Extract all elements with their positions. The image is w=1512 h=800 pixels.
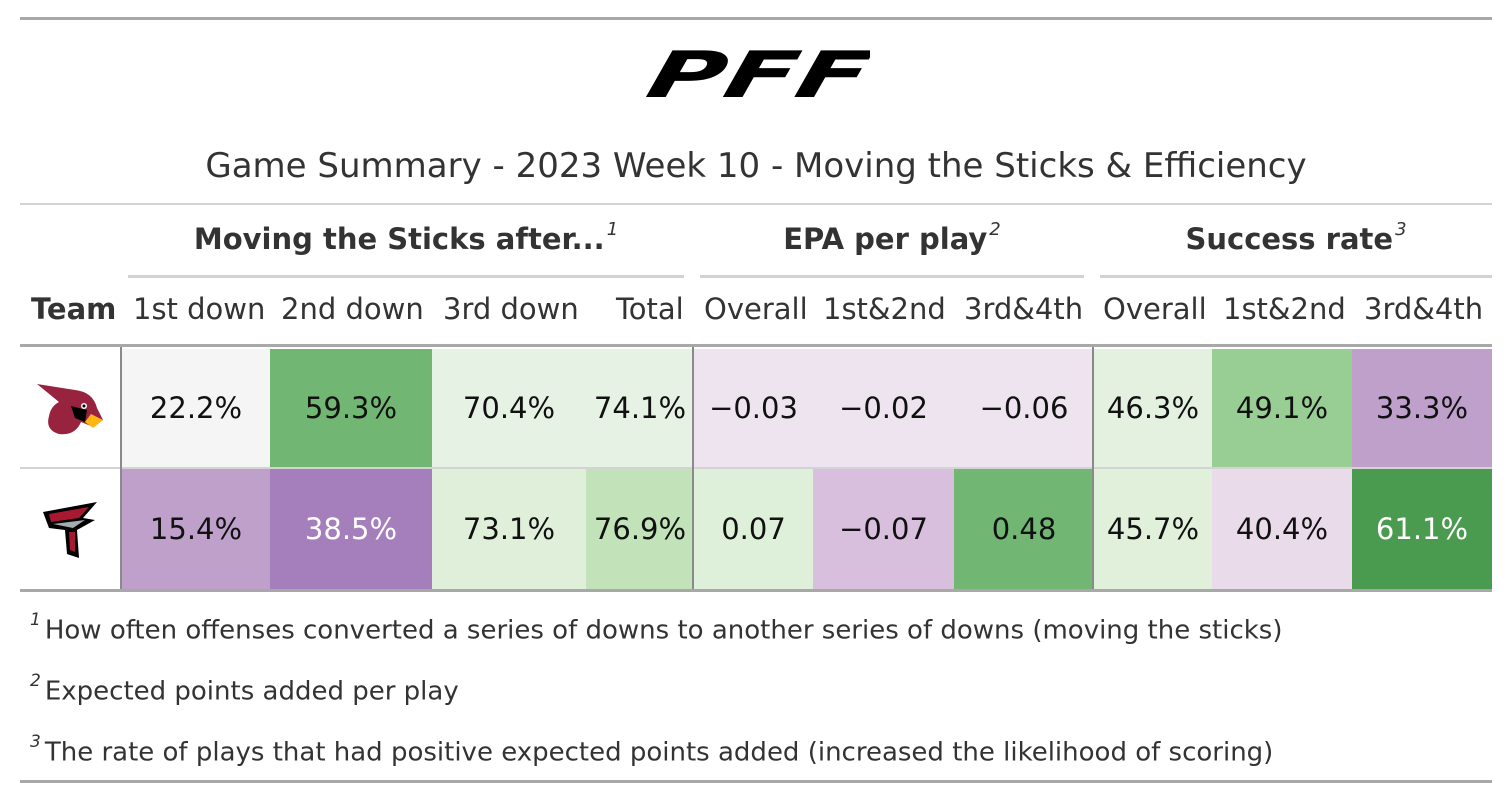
row-separator [20,467,1492,469]
table-cell-2nd-down: 59.3% [270,349,432,467]
body-bottom-rule [20,589,1492,592]
table-cell-sr-1st-2nd: 40.4% [1212,469,1352,589]
spanner-epa: EPA per play 2 [783,219,1001,256]
team-logo-cell [20,469,120,589]
spanner-line-epa [700,275,1084,278]
table-cell-3rd-down: 70.4% [432,349,586,467]
team-logo-cell [20,349,120,467]
footnote-3: 3 The rate of plays that had positive exp… [30,732,1274,768]
svg-text:PFF: PFF [640,48,870,102]
atlanta-falcons-logo-icon [43,502,97,558]
table-cell-sr-3rd-4th: 33.3% [1352,349,1492,467]
table-cell-sr-3rd-4th: 61.1% [1352,469,1492,589]
spanner-line-success-rate [1100,275,1492,278]
spanner-success-rate: Success rate 3 [1185,219,1407,256]
col-header-sr-1st-2nd: 1st&2nd [1223,292,1346,326]
title-rule [20,203,1492,205]
table-cell-sr-overall: 46.3% [1094,349,1212,467]
table-title: Game Summary - 2023 Week 10 - Moving the… [205,146,1307,186]
table-cell-sr-1st-2nd: 49.1% [1212,349,1352,467]
footnote-1: 1 How often offenses converted a series o… [30,610,1283,646]
divider-epa [692,347,694,589]
table-cell-2nd-down: 38.5% [270,469,432,589]
table-cell-epa-1st-2nd: −0.07 [813,469,954,589]
divider-success [1092,347,1094,589]
col-header-epa-overall: Overall [704,292,808,326]
arizona-cardinals-logo-icon [37,384,103,435]
table-cell-epa-overall: 0.07 [694,469,813,589]
divider-team [120,347,122,589]
top-rule [20,17,1492,20]
table-cell-1st-down: 22.2% [122,349,270,467]
spanner-moving-sticks: Moving the Sticks after... 1 [193,219,619,256]
table-cell-epa-3rd-4th: −0.06 [954,349,1094,467]
table-cell-total: 76.9% [586,469,694,589]
spanner-line-moving-sticks [128,275,684,278]
pff-logo: PFF [640,48,870,102]
col-header-sr-overall: Overall [1103,292,1207,326]
col-header-epa-3rd-4th: 3rd&4th [964,292,1084,326]
col-header-total: Total [616,292,684,326]
col-header-3rd-down: 3rd down [443,292,579,326]
table-cell-3rd-down: 73.1% [432,469,586,589]
col-header-sr-3rd-4th: 3rd&4th [1364,292,1484,326]
table-cell-epa-1st-2nd: −0.02 [813,349,954,467]
table-cell-epa-3rd-4th: 0.48 [954,469,1094,589]
col-header-team: Team [31,292,117,326]
footnote-2: 2 Expected points added per play [30,671,459,707]
col-header-2nd-down: 2nd down [281,292,424,326]
table-cell-total: 74.1% [586,349,694,467]
header-rule [20,344,1492,347]
table-cell-1st-down: 15.4% [122,469,270,589]
col-header-epa-1st-2nd: 1st&2nd [823,292,946,326]
table-cell-sr-overall: 45.7% [1094,469,1212,589]
bottom-rule [20,780,1492,783]
col-header-1st-down: 1st down [133,292,266,326]
table-cell-epa-overall: −0.03 [694,349,813,467]
